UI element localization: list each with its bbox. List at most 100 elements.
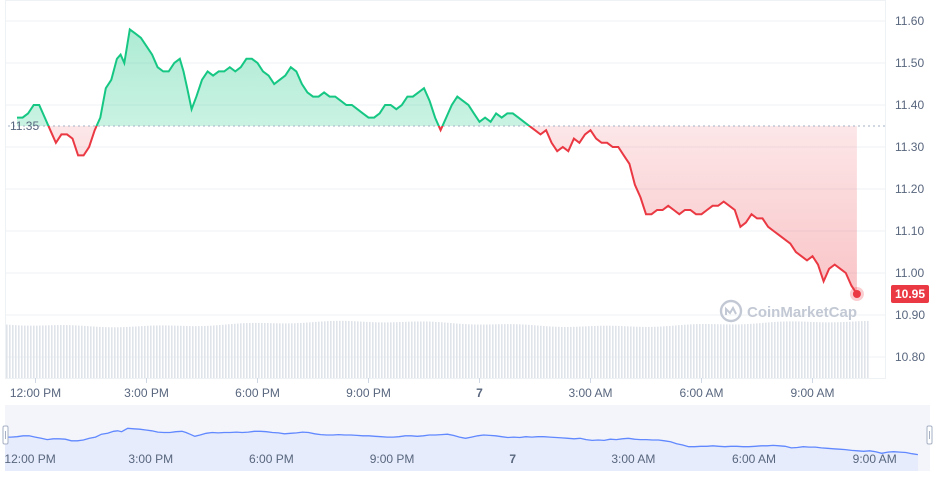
volume-bar (729, 324, 731, 378)
volume-bar (813, 322, 815, 378)
y-tick-label: 10.90 (895, 308, 925, 322)
volume-bar (120, 327, 122, 378)
volume-bar (234, 323, 236, 378)
volume-bar (30, 325, 32, 378)
volume-bar (171, 325, 173, 378)
x-tick-label: 3:00 AM (568, 386, 612, 400)
navigator-tick-label: 9:00 PM (370, 452, 415, 466)
volume-bar (465, 324, 467, 378)
volume-bar (495, 324, 497, 378)
volume-bar (516, 324, 518, 378)
volume-bar (426, 321, 428, 378)
volume-bar (459, 323, 461, 378)
watermark-text: CoinMarketCap (747, 304, 857, 321)
volume-bar (774, 321, 776, 378)
volume-bar (219, 325, 221, 378)
volume-bar (651, 326, 653, 378)
volume-bar (168, 325, 170, 378)
range-navigator[interactable]: 12:00 PM 3:00 PM 6:00 PM 9:00 PM 7 3:00 AM 6:0… (2, 405, 933, 471)
y-tick-label: 11.20 (895, 182, 924, 196)
volume-bar (804, 321, 806, 378)
volume-bar (282, 323, 284, 378)
volume-bar (72, 325, 74, 378)
volume-bar (552, 326, 554, 378)
navigator-tick-label: 3:00 AM (611, 452, 655, 466)
volume-bar (210, 325, 212, 378)
volume-bar (711, 324, 713, 378)
volume-bar (777, 321, 779, 378)
volume-bar (42, 325, 44, 378)
volume-bar (486, 324, 488, 378)
volume-bar (591, 326, 593, 378)
volume-bar (528, 324, 530, 378)
volume-bar (525, 324, 527, 378)
volume-bar (183, 325, 185, 378)
volume-bar (351, 321, 353, 378)
volume-bar (837, 322, 839, 378)
volume-bar (393, 322, 395, 378)
navigator-ticks: 12:00 PM 3:00 PM 6:00 PM 9:00 PM 7 3:00 AM 6:0… (4, 452, 896, 466)
area-fill-below-baseline (17, 126, 857, 294)
volume-bar (699, 324, 701, 378)
volume-bar (576, 326, 578, 378)
volume-bar (330, 321, 332, 378)
x-tick-label: 3:00 PM (124, 386, 169, 400)
volume-bar (519, 324, 521, 378)
volume-bar (702, 324, 704, 378)
volume-bar (372, 322, 374, 378)
y-tick-label: 11.50 (895, 56, 924, 70)
volume-bar (435, 321, 437, 378)
navigator-right-handle[interactable] (926, 425, 933, 445)
volume-bar (189, 326, 191, 378)
volume-bar (261, 322, 263, 378)
volume-bar (507, 324, 509, 378)
volume-bar (534, 325, 536, 378)
volume-bar (636, 326, 638, 378)
y-axis-ticks: 11.60 11.50 11.40 11.30 11.20 11.10 11.00 10.90… (895, 14, 925, 364)
volume-bar (852, 321, 854, 378)
volume-bar (471, 324, 473, 378)
volume-bar (783, 321, 785, 378)
navigator-left-handle[interactable] (2, 425, 9, 445)
volume-bar (834, 322, 836, 378)
volume-bar (276, 323, 278, 378)
volume-bar (78, 325, 80, 378)
volume-bar (786, 321, 788, 378)
volume-bar (606, 325, 608, 378)
volume-bar (402, 321, 404, 378)
volume-bar (198, 326, 200, 378)
volume-bar (21, 325, 23, 378)
coinmarketcap-watermark: CoinMarketCap (719, 299, 857, 323)
volume-bar (633, 326, 635, 378)
x-tick-label: 7 (476, 386, 483, 400)
y-tick-label: 11.30 (895, 140, 924, 154)
volume-bar (810, 321, 812, 378)
last-price-dot (852, 290, 861, 298)
volume-bar (159, 325, 161, 378)
volume-bar (420, 321, 422, 378)
volume-bar (432, 321, 434, 378)
area-fill-above-baseline (17, 29, 857, 126)
volume-bar (801, 321, 803, 378)
volume-bar (795, 321, 797, 378)
volume-bar (453, 323, 455, 378)
volume-bar (564, 326, 566, 378)
volume-bar (531, 325, 533, 378)
volume-bar (462, 323, 464, 378)
volume-bar (33, 325, 35, 378)
volume-bar (648, 326, 650, 378)
volume-bar (759, 323, 761, 378)
volume-bar (660, 326, 662, 378)
price-line-above-baseline (17, 27, 532, 126)
volume-bar (207, 325, 209, 378)
navigator-tick-label: 9:00 AM (853, 452, 897, 466)
volume-bar (585, 326, 587, 378)
volume-bar (441, 322, 443, 378)
volume-bar (765, 322, 767, 378)
volume-bar (363, 321, 365, 378)
volume-bar (828, 322, 830, 378)
volume-bar (762, 322, 764, 378)
volume-bar (732, 324, 734, 378)
x-tick-label: 9:00 PM (346, 386, 391, 400)
